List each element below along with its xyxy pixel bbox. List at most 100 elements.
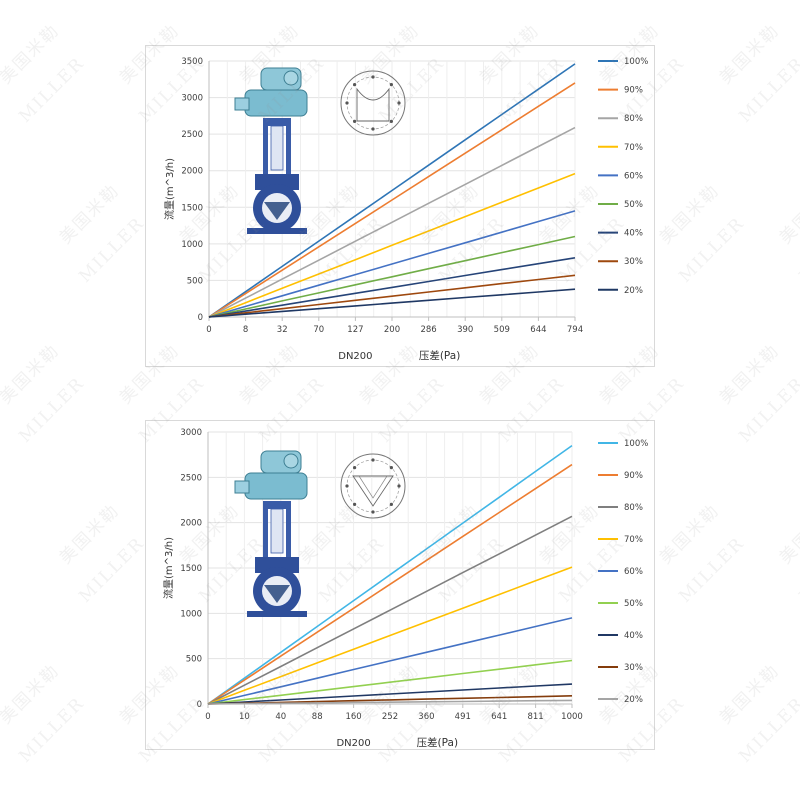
bolt-hole (353, 466, 357, 470)
series-line (208, 288, 576, 318)
legend-label: 70% (624, 143, 643, 153)
valve-illustration (234, 450, 308, 617)
bolt-hole (371, 458, 375, 462)
y-tick-label: 500 (186, 655, 202, 665)
bolt-hole (389, 119, 393, 123)
chart-top: 0 500 1000 1500 2000 2500 3000 3500 0 8 32 70 127 200… (163, 57, 648, 362)
y-tick-label: 3000 (181, 94, 203, 104)
x-tick-label: 88 (312, 712, 323, 722)
series-line (207, 515, 573, 705)
x-tick-label: 390 (457, 325, 473, 335)
legend-label: 40% (624, 631, 643, 641)
legend-label: 100% (624, 57, 648, 67)
x-tick-label: 200 (384, 325, 400, 335)
valve-gate (264, 202, 290, 220)
valve-base (247, 228, 307, 234)
watermark-text-en: MILLER (15, 693, 89, 767)
x-tick-label: 8 (243, 325, 248, 335)
watermark-text-en: MILLER (675, 533, 749, 607)
legend-label: 90% (624, 86, 643, 96)
legend-label: 60% (624, 567, 643, 577)
actuator-body (244, 472, 308, 500)
series-line (207, 566, 573, 705)
x-tick-label: 1000 (561, 712, 583, 722)
series-line (208, 210, 576, 318)
dn-label: DN200 (338, 351, 372, 362)
dn-label: DN200 (336, 738, 370, 749)
x-tick-label: 286 (420, 325, 436, 335)
chart-bottom: 0 500 1000 1500 2000 2500 3000 0 10 40 88 160 252 360… (162, 428, 648, 749)
y-tick-label: 3000 (180, 428, 202, 438)
bolt-hole (389, 466, 393, 470)
watermark-text-cn: 美国米勒 (55, 500, 124, 569)
y-tick-label: 1000 (180, 609, 202, 619)
x-tick-label: 252 (382, 712, 398, 722)
yoke-right (286, 126, 291, 176)
x-tick-label: 509 (494, 325, 510, 335)
legend-label: 20% (624, 286, 643, 296)
y-tick-label: 0 (198, 313, 203, 323)
legend-label: 30% (624, 257, 643, 267)
bolt-hole (353, 83, 357, 87)
watermark-text-cn: 美国米勒 (655, 180, 724, 249)
y-tick-label: 2000 (181, 167, 203, 177)
x-tick-label: 32 (277, 325, 288, 335)
y-tick-label: 500 (187, 276, 203, 286)
bolt-hole (353, 502, 357, 506)
watermark-text-en: MILLER (675, 213, 749, 287)
x-tick-label: 811 (527, 712, 543, 722)
valve-illustration (234, 67, 308, 234)
watermark-text-cn: 美国米勒 (0, 660, 64, 729)
bolt-hole (389, 83, 393, 87)
actuator-handwheel (283, 453, 299, 469)
bolt-hole (345, 484, 349, 488)
y-tick-label: 1000 (181, 240, 203, 250)
bolt-hole (389, 502, 393, 506)
watermark-text-cn: 美国米勒 (655, 500, 724, 569)
chart-panel-top: 0 500 1000 1500 2000 2500 3000 3500 0 8 32 70 127 200… (145, 45, 655, 367)
actuator-handwheel (283, 70, 299, 86)
x-tick-label: 491 (455, 712, 471, 722)
x-tick-label: 127 (347, 325, 363, 335)
series-line (207, 444, 573, 705)
watermark-text-cn: 美国米勒 (0, 340, 64, 409)
watermark-text-en: MILLER (795, 533, 800, 607)
y-tick-label: 2500 (181, 130, 203, 140)
cross-section-drawing (340, 453, 406, 519)
flange-outer (340, 453, 406, 519)
series-line (208, 82, 576, 318)
watermark-text-en: MILLER (75, 533, 149, 607)
bolt-hole (397, 101, 401, 105)
bolt-hole (371, 75, 375, 79)
yoke-top (263, 118, 291, 126)
legend-label: 40% (624, 229, 643, 239)
watermark-text-en: MILLER (75, 213, 149, 287)
yoke-left (263, 509, 268, 559)
legend-label: 80% (624, 503, 643, 513)
legend-label: 80% (624, 114, 643, 124)
series-line (208, 172, 576, 318)
watermark-text-cn: 美国米勒 (715, 340, 784, 409)
watermark-text-cn: 美国米勒 (55, 180, 124, 249)
actuator-body (244, 89, 308, 117)
legend-label: 70% (624, 535, 643, 545)
y-axis-label: 流量(m^3/h) (162, 537, 175, 599)
flange-outer (340, 70, 406, 136)
x-tick-label: 0 (206, 325, 211, 335)
x-axis-label: 压差(Pa) (419, 349, 461, 362)
legend-label: 100% (624, 439, 648, 449)
watermark-text-en: MILLER (735, 693, 800, 767)
series-line (207, 463, 573, 705)
series-line (207, 659, 573, 705)
series-line (208, 235, 576, 318)
bolt-hole (345, 101, 349, 105)
series-line (207, 617, 573, 705)
bolt-hole (371, 510, 375, 514)
gate-profile (356, 87, 390, 122)
watermark-text-en: MILLER (15, 53, 89, 127)
x-tick-label: 10 (239, 712, 250, 722)
bolt-hole (353, 119, 357, 123)
bolt-hole (371, 127, 375, 131)
watermark-text-en: MILLER (735, 53, 800, 127)
watermark-text-cn: 美国米勒 (0, 20, 64, 89)
